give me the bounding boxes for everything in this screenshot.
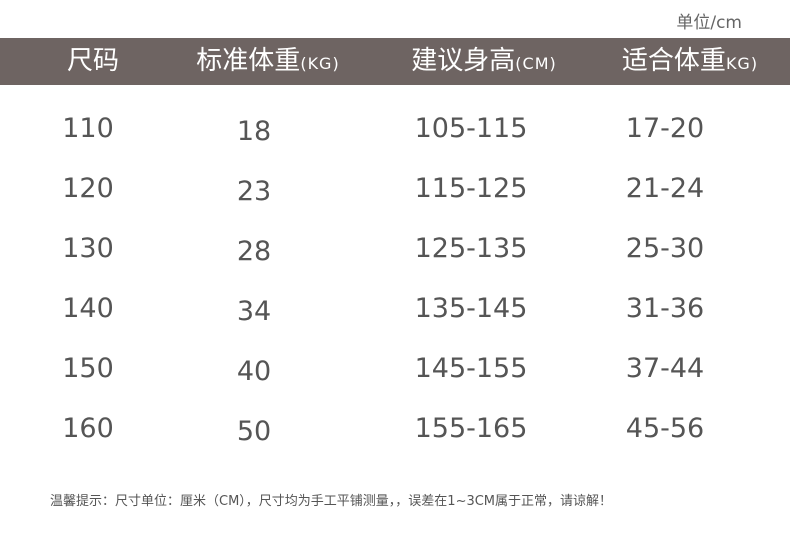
table-cell: 110	[62, 113, 114, 144]
table-cell: 140	[62, 293, 114, 324]
table-cell: 18	[236, 116, 272, 147]
table-cell: 130	[62, 233, 114, 264]
table-cell: 160	[62, 413, 114, 444]
table-cell: 155-165	[414, 413, 528, 444]
table-cell: 50	[236, 416, 272, 447]
header-suggested-height: 建议身高(CM)	[411, 46, 557, 76]
table-cell: 105-115	[414, 113, 528, 144]
table-cell: 37-44	[625, 353, 705, 384]
note: 温馨提示：尺寸单位：厘米（CM），尺寸均为手工平铺测量，，误差在1~3CM属于正…	[50, 494, 613, 509]
header-standard-weight: 标准体重(KG)	[196, 46, 340, 76]
table-header: 尺码 标准体重(KG) 建议身高(CM) 适合体重KG)	[0, 38, 790, 85]
table-cell: 150	[62, 353, 114, 384]
table-cell: 135-145	[414, 293, 528, 324]
table-cell: 31-36	[625, 293, 705, 324]
table-cell: 28	[236, 236, 272, 267]
table-cell: 125-135	[414, 233, 528, 264]
header-fit-weight: 适合体重KG)	[621, 46, 759, 76]
table-cell: 34	[236, 296, 272, 327]
table-cell: 45-56	[625, 413, 705, 444]
table-cell: 17-20	[625, 113, 705, 144]
table-cell: 40	[236, 356, 272, 387]
unit-label: 单位/cm	[676, 13, 742, 33]
header-size: 尺码	[66, 46, 120, 76]
table-cell: 145-155	[414, 353, 528, 384]
table-cell: 21-24	[625, 173, 705, 204]
table-cell: 25-30	[625, 233, 705, 264]
table-cell: 115-125	[414, 173, 528, 204]
table-cell: 23	[236, 176, 272, 207]
table-cell: 120	[62, 173, 114, 204]
